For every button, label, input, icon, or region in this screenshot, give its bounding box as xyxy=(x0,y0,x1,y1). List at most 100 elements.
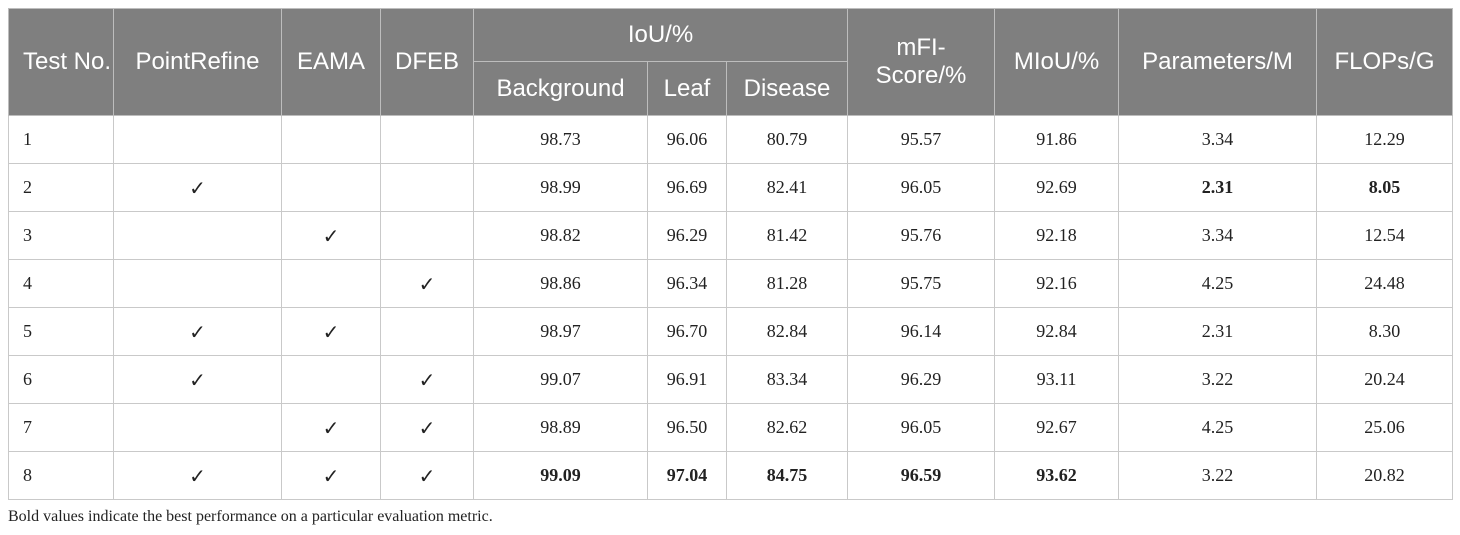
cell-eama xyxy=(281,163,381,212)
cell-test-no: 3 xyxy=(8,211,114,260)
cell-background: 98.73 xyxy=(473,115,648,164)
cell-disease: 82.62 xyxy=(725,403,849,452)
table-row: 3 ✓ 98.82 96.29 81.42 95.76 92.18 3.34 1… xyxy=(8,211,1454,260)
header-background: Background xyxy=(473,61,648,116)
cell-mfi-score: 96.29 xyxy=(847,355,996,404)
cell-mfi-score: 96.05 xyxy=(847,163,996,212)
cell-background: 99.09 xyxy=(473,451,648,500)
cell-point-refine xyxy=(113,211,282,260)
cell-miou: 92.18 xyxy=(994,211,1120,260)
cell-point-refine: ✓ xyxy=(113,451,282,500)
table-row: 6 ✓ ✓ 99.07 96.91 83.34 96.29 93.11 3.22… xyxy=(8,355,1454,404)
table-body: 1 98.73 96.06 80.79 95.57 91.86 3.34 12.… xyxy=(8,115,1454,500)
table-row: 4 ✓ 98.86 96.34 81.28 95.75 92.16 4.25 2… xyxy=(8,259,1454,308)
table-row: 2 ✓ 98.99 96.69 82.41 96.05 92.69 2.31 8… xyxy=(8,163,1454,212)
cell-leaf: 96.69 xyxy=(647,163,727,212)
cell-flops: 8.05 xyxy=(1316,163,1454,212)
table-footnote: Bold values indicate the best performanc… xyxy=(8,508,493,525)
cell-dfeb: ✓ xyxy=(380,403,474,452)
cell-background: 98.82 xyxy=(473,211,648,260)
cell-eama xyxy=(281,115,381,164)
cell-test-no: 1 xyxy=(8,115,114,164)
cell-parameters: 3.34 xyxy=(1118,211,1318,260)
header-mfi-score: mFI-Score/% xyxy=(847,8,996,116)
cell-background: 99.07 xyxy=(473,355,648,404)
ablation-results-table: Test No. PointRefine EAMA DFEB IoU/% mFI… xyxy=(8,8,1454,500)
cell-leaf: 96.70 xyxy=(647,307,727,356)
cell-parameters: 4.25 xyxy=(1118,403,1318,452)
cell-eama: ✓ xyxy=(281,211,381,260)
cell-leaf: 96.50 xyxy=(647,403,727,452)
cell-mfi-score: 95.57 xyxy=(847,115,996,164)
cell-disease: 82.84 xyxy=(725,307,849,356)
cell-miou: 92.67 xyxy=(994,403,1120,452)
header-leaf: Leaf xyxy=(647,61,727,116)
header-iou-group: IoU/% xyxy=(472,8,849,62)
cell-dfeb xyxy=(380,163,474,212)
cell-dfeb xyxy=(380,115,474,164)
cell-flops: 20.24 xyxy=(1316,355,1454,404)
cell-background: 98.89 xyxy=(473,403,648,452)
cell-mfi-score: 96.05 xyxy=(847,403,996,452)
cell-parameters: 3.22 xyxy=(1118,451,1318,500)
table-row: 8 ✓ ✓ ✓ 99.09 97.04 84.75 96.59 93.62 3.… xyxy=(8,451,1454,500)
header-miou: MIoU/% xyxy=(994,8,1120,116)
cell-eama: ✓ xyxy=(281,307,381,356)
cell-leaf: 96.29 xyxy=(647,211,727,260)
cell-disease: 84.75 xyxy=(725,451,849,500)
cell-disease: 82.41 xyxy=(725,163,849,212)
cell-point-refine xyxy=(113,403,282,452)
header-point-refine: PointRefine xyxy=(113,8,282,116)
cell-point-refine: ✓ xyxy=(113,307,282,356)
cell-dfeb: ✓ xyxy=(380,259,474,308)
cell-flops: 8.30 xyxy=(1316,307,1454,356)
cell-flops: 12.54 xyxy=(1316,211,1454,260)
cell-eama xyxy=(281,259,381,308)
cell-flops: 20.82 xyxy=(1316,451,1454,500)
cell-point-refine xyxy=(113,115,282,164)
cell-miou: 92.84 xyxy=(994,307,1120,356)
cell-leaf: 96.34 xyxy=(647,259,727,308)
cell-mfi-score: 96.14 xyxy=(847,307,996,356)
cell-parameters: 4.25 xyxy=(1118,259,1318,308)
table-row: 7 ✓ ✓ 98.89 96.50 82.62 96.05 92.67 4.25… xyxy=(8,403,1454,452)
results-table-container: Test No. PointRefine EAMA DFEB IoU/% mFI… xyxy=(8,8,1454,500)
cell-eama: ✓ xyxy=(281,451,381,500)
cell-dfeb xyxy=(380,211,474,260)
cell-miou: 93.62 xyxy=(994,451,1120,500)
cell-eama xyxy=(281,355,381,404)
cell-disease: 81.42 xyxy=(725,211,849,260)
cell-test-no: 8 xyxy=(8,451,114,500)
cell-mfi-score: 95.75 xyxy=(847,259,996,308)
cell-test-no: 5 xyxy=(8,307,114,356)
cell-parameters: 2.31 xyxy=(1118,307,1318,356)
cell-mfi-score: 96.59 xyxy=(847,451,996,500)
header-eama: EAMA xyxy=(281,8,381,116)
header-dfeb: DFEB xyxy=(380,8,474,116)
cell-parameters: 3.34 xyxy=(1118,115,1318,164)
cell-leaf: 97.04 xyxy=(647,451,727,500)
cell-miou: 93.11 xyxy=(994,355,1120,404)
cell-test-no: 2 xyxy=(8,163,114,212)
cell-flops: 12.29 xyxy=(1316,115,1454,164)
cell-dfeb: ✓ xyxy=(380,451,474,500)
cell-miou: 91.86 xyxy=(994,115,1120,164)
cell-flops: 25.06 xyxy=(1316,403,1454,452)
cell-background: 98.99 xyxy=(473,163,648,212)
header-parameters: Parameters/M xyxy=(1118,8,1318,116)
cell-dfeb: ✓ xyxy=(380,355,474,404)
cell-test-no: 4 xyxy=(8,259,114,308)
cell-point-refine: ✓ xyxy=(113,355,282,404)
cell-test-no: 7 xyxy=(8,403,114,452)
cell-parameters: 2.31 xyxy=(1118,163,1318,212)
cell-point-refine xyxy=(113,259,282,308)
header-disease: Disease xyxy=(725,61,849,116)
cell-dfeb xyxy=(380,307,474,356)
cell-point-refine: ✓ xyxy=(113,163,282,212)
table-header: Test No. PointRefine EAMA DFEB IoU/% mFI… xyxy=(8,8,1454,116)
table-row: 5 ✓ ✓ 98.97 96.70 82.84 96.14 92.84 2.31… xyxy=(8,307,1454,356)
cell-miou: 92.16 xyxy=(994,259,1120,308)
header-test-no: Test No. xyxy=(8,8,114,116)
cell-disease: 81.28 xyxy=(725,259,849,308)
cell-disease: 80.79 xyxy=(725,115,849,164)
